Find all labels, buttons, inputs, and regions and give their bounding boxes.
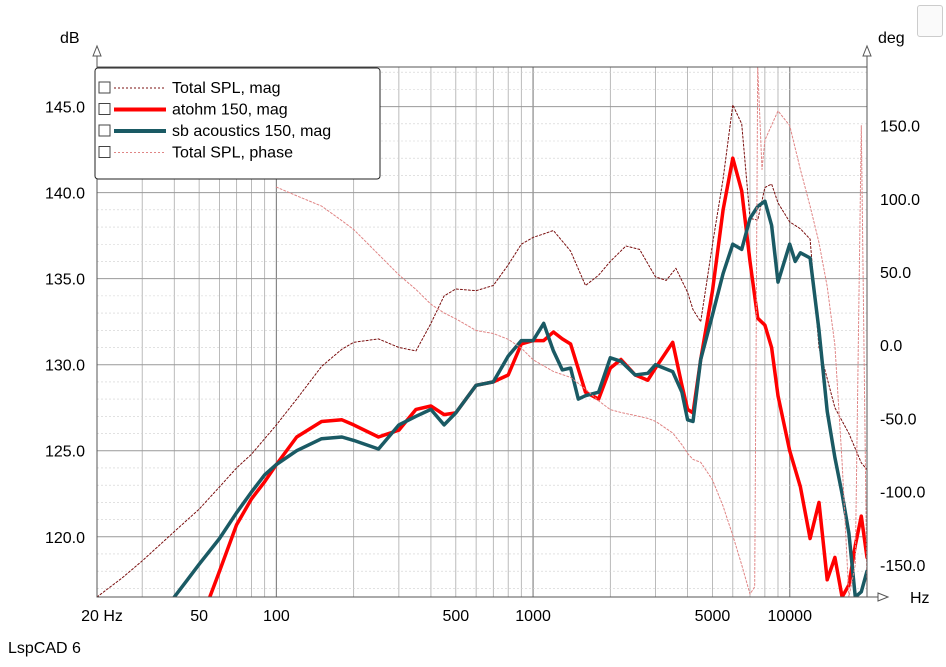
legend-checkbox	[98, 81, 111, 94]
x-tick-label: 1000	[515, 608, 551, 625]
series-line-0	[97, 104, 867, 597]
y2-tick-label: 0.0	[880, 338, 902, 355]
legend: Total SPL, mag atohm 150, mag sb acoustics…	[94, 67, 381, 180]
y2-tick-label: -50.0	[880, 411, 917, 428]
y2-axis-arrow	[862, 44, 872, 57]
y2-tick-label: -100.0	[880, 485, 925, 502]
x-tick-label: 20 Hz	[81, 608, 123, 625]
y2-tick-label: 150.0	[880, 119, 920, 136]
x-axis-arrow	[877, 592, 890, 602]
y-tick-label: 135.0	[45, 272, 85, 289]
window-control-button[interactable]	[917, 5, 943, 37]
x-axis-unit: Hz	[910, 590, 930, 607]
legend-label: Total SPL, mag	[172, 80, 281, 97]
series-line-2	[172, 199, 867, 597]
app-label: LspCAD 6	[8, 640, 81, 657]
x-tick-label: 100	[263, 608, 290, 625]
y-tick-label: 125.0	[45, 444, 85, 461]
y-axis-arrow	[92, 44, 102, 57]
y-tick-label: 130.0	[45, 358, 85, 375]
y-tick-label: 145.0	[45, 100, 85, 117]
x-tick-label: 50	[190, 608, 208, 625]
legend-box	[94, 67, 381, 180]
series-line-3	[275, 67, 867, 597]
legend-checkbox	[98, 124, 111, 137]
right-axis-unit: deg	[878, 30, 905, 47]
legend-checkbox	[98, 103, 111, 115]
x-tick-label: 10000	[767, 608, 812, 625]
left-axis-unit: dB	[60, 30, 80, 47]
y-tick-label: 140.0	[45, 186, 85, 203]
y-tick-label: 120.0	[45, 530, 85, 547]
y2-tick-label: -150.0	[880, 558, 925, 575]
legend-checkbox	[98, 146, 111, 158]
x-tick-label: 5000	[695, 608, 731, 625]
legend-label: sb acoustics 150, mag	[172, 123, 331, 140]
legend-label: atohm 150, mag	[172, 102, 288, 119]
legend-label: Total SPL, phase	[172, 145, 293, 162]
y2-tick-label: 100.0	[880, 192, 920, 209]
y2-tick-label: 50.0	[880, 265, 911, 282]
x-tick-label: 500	[442, 608, 469, 625]
